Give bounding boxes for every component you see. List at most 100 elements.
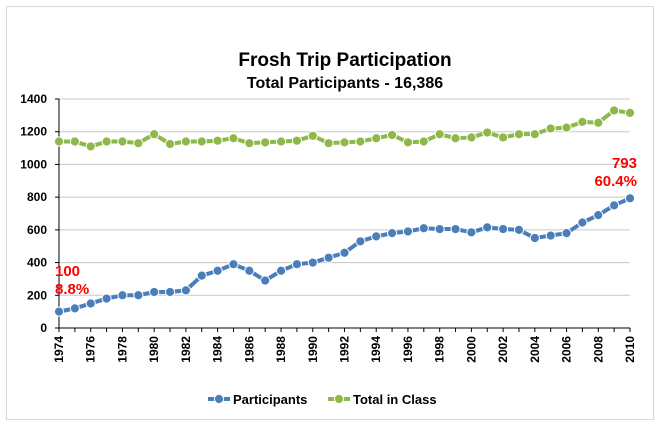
data-point <box>101 293 112 304</box>
data-point <box>498 132 509 143</box>
data-point <box>355 136 366 147</box>
legend-label: Participants <box>233 392 307 407</box>
data-point <box>434 129 445 140</box>
data-point <box>53 136 65 147</box>
x-tick-label: 1980 <box>147 336 161 363</box>
data-point <box>355 236 366 247</box>
x-tick-label: 1986 <box>242 336 256 363</box>
x-tick-label: 1988 <box>274 336 288 363</box>
data-point <box>260 275 271 286</box>
data-point <box>69 303 80 314</box>
y-tick-label: 0 <box>40 321 47 335</box>
data-point <box>323 252 334 263</box>
data-point <box>402 137 414 148</box>
data-point <box>164 138 176 150</box>
legend: Participants Total in Class <box>208 392 437 407</box>
series-total-in-class <box>53 105 636 152</box>
x-tick-label: 1984 <box>211 336 225 363</box>
data-point <box>244 138 255 149</box>
data-point <box>69 136 80 147</box>
data-point <box>307 130 318 141</box>
data-point <box>260 137 271 148</box>
data-point <box>180 136 191 147</box>
x-tick-label: 2006 <box>560 336 574 363</box>
data-point <box>498 223 509 235</box>
data-point <box>402 226 414 237</box>
data-point <box>275 136 287 147</box>
data-point <box>371 133 382 144</box>
data-point <box>386 129 398 141</box>
y-tick-label: 800 <box>27 190 47 204</box>
data-point <box>339 137 350 148</box>
data-point <box>418 223 429 234</box>
annotation-label: 100 <box>55 263 80 280</box>
data-point <box>482 222 493 233</box>
data-point <box>529 129 540 140</box>
annotation-label: 793 <box>612 155 637 172</box>
data-point <box>275 265 287 276</box>
data-point <box>244 265 255 276</box>
data-point <box>212 265 223 276</box>
chart-subtitle: Total Participants - 16,386 <box>247 75 443 92</box>
series-participants <box>53 193 636 317</box>
x-tick-label: 2000 <box>464 336 478 363</box>
data-point <box>418 136 429 147</box>
data-point <box>371 231 382 242</box>
x-tick-label: 1992 <box>338 336 352 363</box>
data-point <box>196 270 207 281</box>
data-point <box>466 132 477 143</box>
data-point <box>133 290 144 301</box>
data-point <box>53 306 65 317</box>
chart-frame <box>6 6 654 420</box>
x-tick-label: 1982 <box>179 336 193 363</box>
data-point <box>133 138 144 149</box>
x-tick-label: 2002 <box>496 336 510 363</box>
legend-swatch-marker <box>213 393 225 405</box>
data-point <box>85 141 96 152</box>
x-tick-label: 1976 <box>84 336 98 363</box>
data-point <box>482 127 493 138</box>
y-tick-label: 400 <box>27 256 47 270</box>
data-point <box>117 290 128 301</box>
data-point <box>228 259 239 270</box>
legend-item-participants: Participants <box>208 392 307 407</box>
x-tick-label: 2008 <box>591 336 605 363</box>
y-tick-label: 1400 <box>20 92 47 106</box>
data-point <box>339 247 350 258</box>
data-point <box>577 217 588 228</box>
legend-item-total-in-class: Total in Class <box>328 392 437 407</box>
x-tick-label: 1996 <box>401 336 415 363</box>
annotation-label: 60.4% <box>594 173 637 190</box>
x-tick-label: 2004 <box>528 336 542 363</box>
data-point <box>561 228 572 239</box>
data-point <box>624 193 636 204</box>
y-tick-label: 600 <box>27 223 47 237</box>
data-point <box>513 224 525 235</box>
data-point <box>149 286 160 298</box>
data-point <box>513 129 525 140</box>
annotation-label: 8.8% <box>55 281 89 298</box>
data-point <box>450 133 461 144</box>
data-point <box>624 107 636 119</box>
legend-swatch-marker <box>333 393 345 405</box>
data-point <box>149 129 160 140</box>
data-point <box>196 136 207 147</box>
y-tick-label: 200 <box>27 288 47 302</box>
data-point <box>307 257 318 268</box>
data-point <box>212 135 223 146</box>
data-point <box>609 105 620 116</box>
y-tick-label: 1000 <box>20 157 47 171</box>
series-lines <box>53 105 636 317</box>
data-point <box>593 210 604 221</box>
data-point <box>593 117 604 128</box>
legend-label: Total in Class <box>353 392 437 407</box>
data-point <box>609 200 620 211</box>
data-point <box>323 138 334 149</box>
data-point <box>228 133 239 144</box>
data-point <box>545 230 556 241</box>
y-tick-label: 1200 <box>20 125 47 139</box>
